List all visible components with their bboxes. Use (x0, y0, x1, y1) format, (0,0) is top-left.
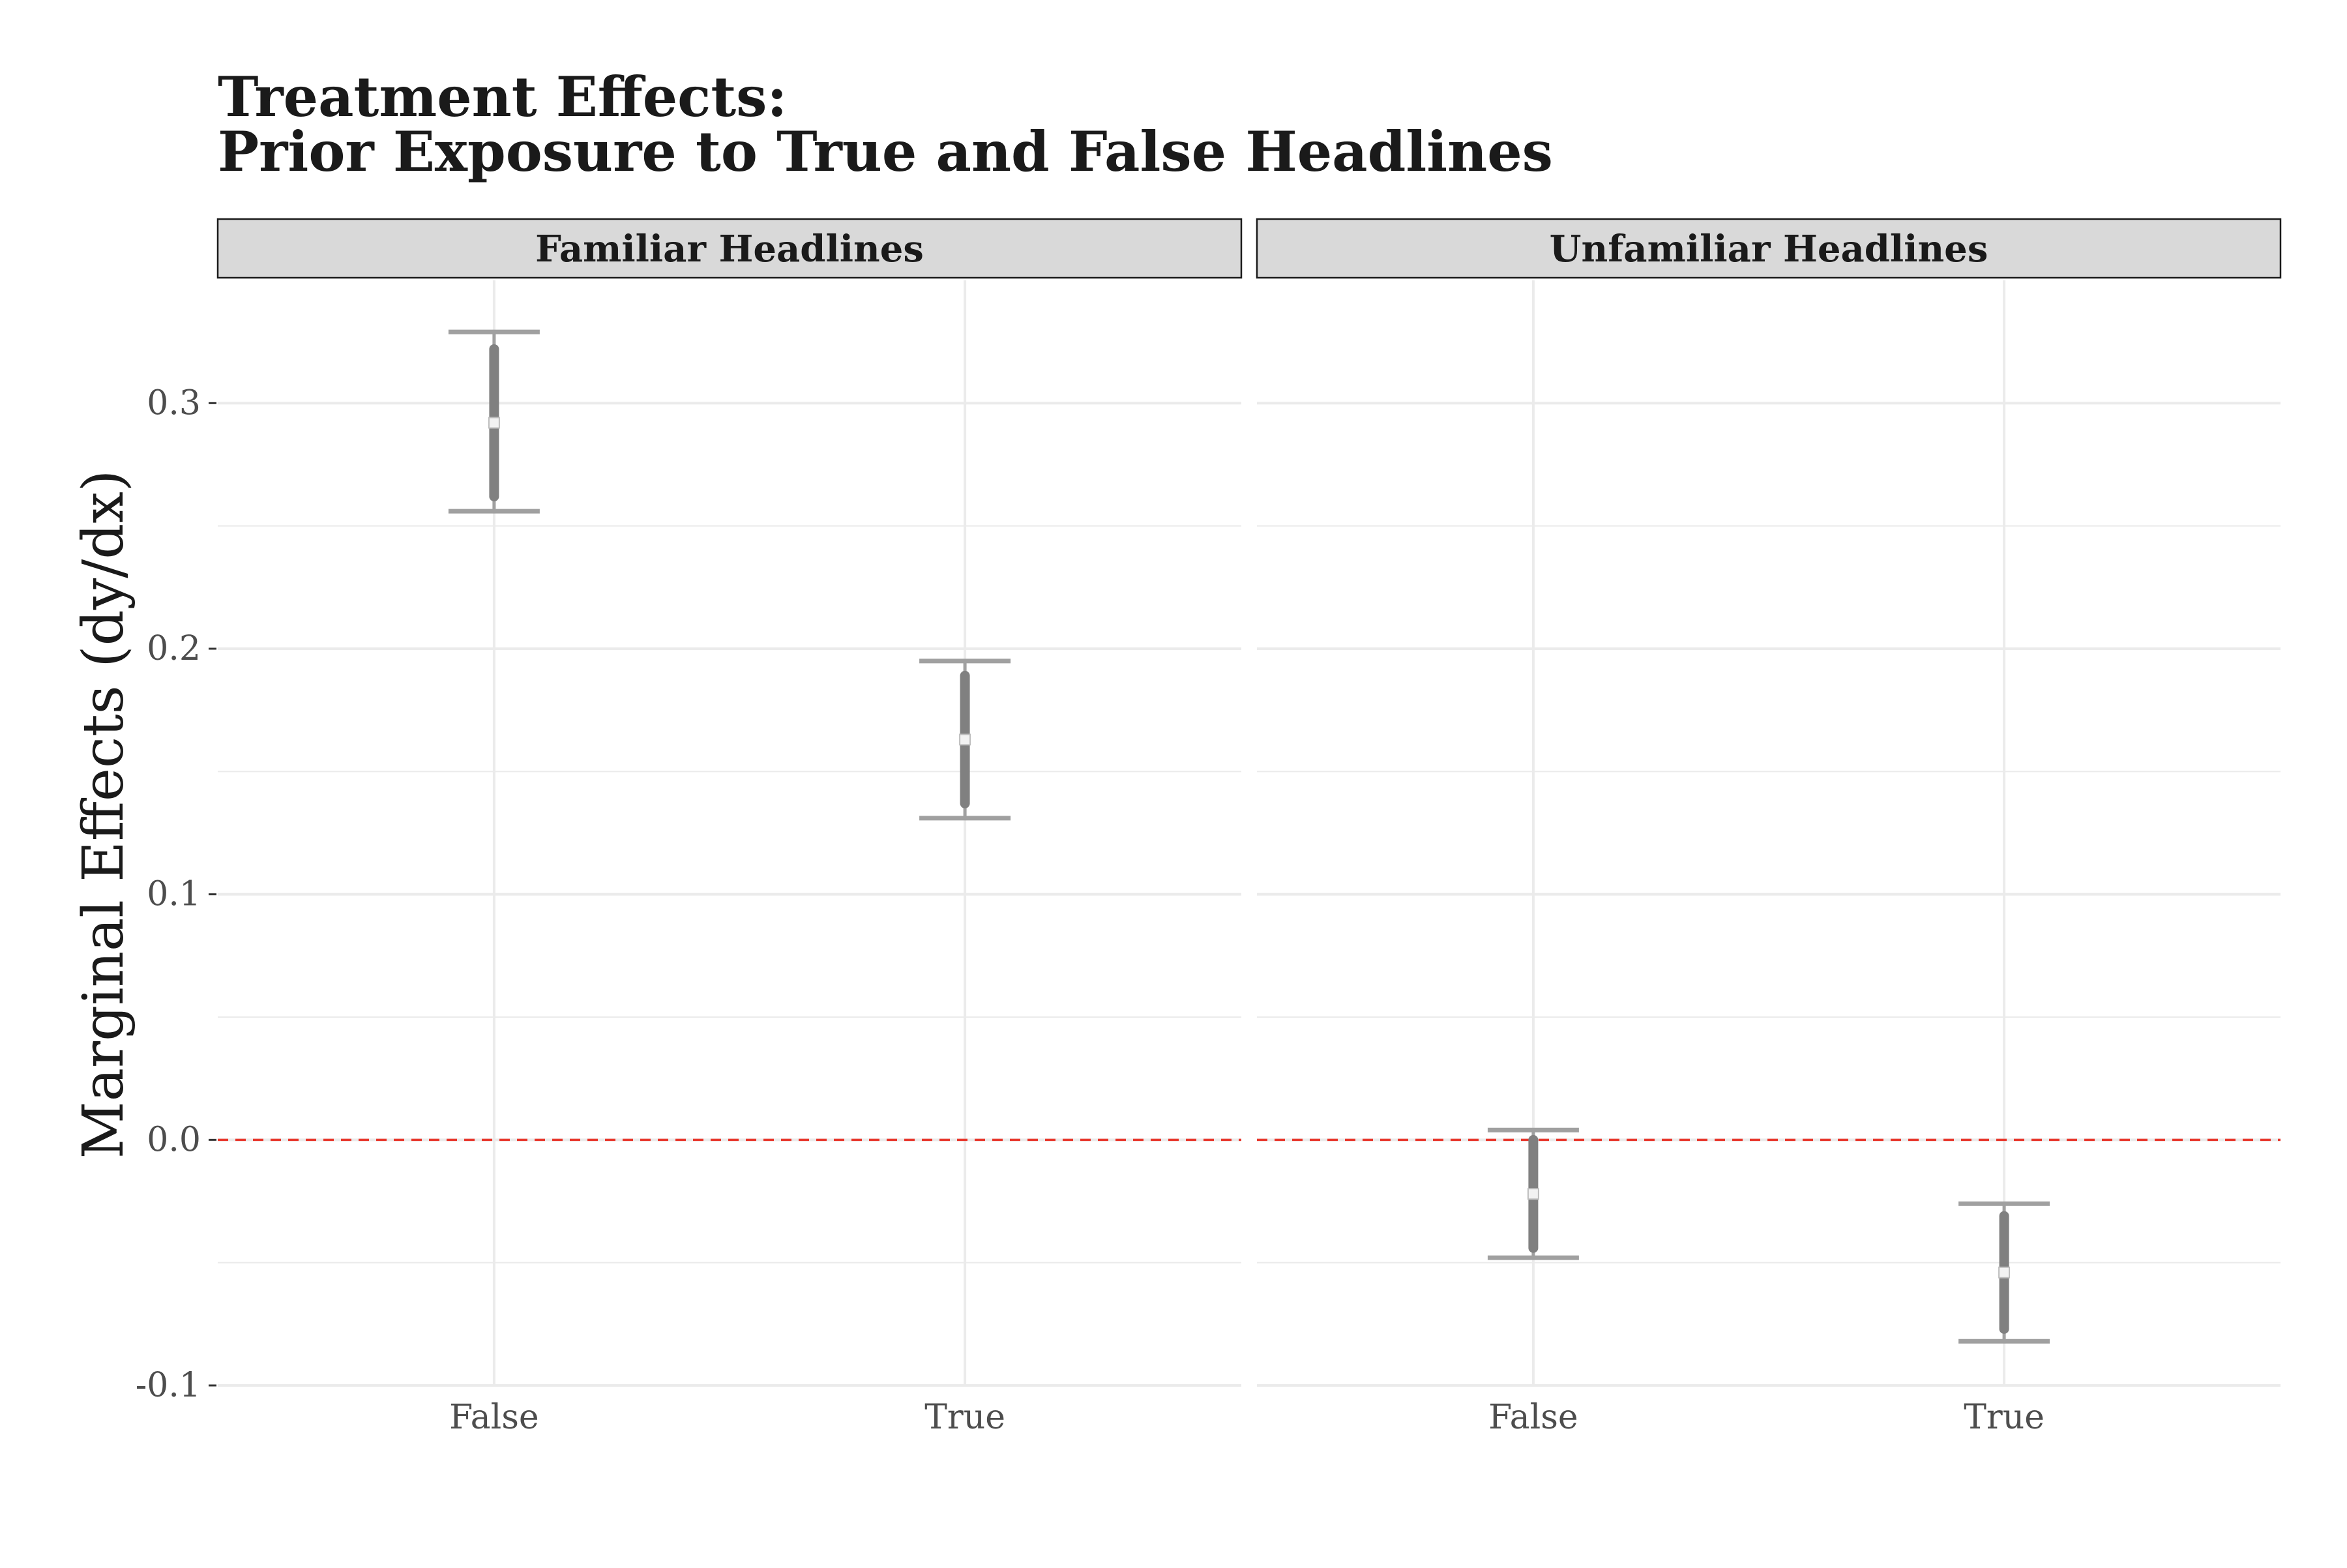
panel-strip (1256, 218, 2282, 279)
error-bar-point (448, 329, 540, 514)
y-tick-label: -0.1 (136, 1366, 201, 1405)
y-tick-label: 0.3 (147, 383, 201, 422)
y-axis-label: Marginal Effects (dy/dx) (71, 470, 136, 1159)
point-estimate (488, 417, 500, 429)
point-estimate (959, 733, 971, 746)
x-tick-label: False (1488, 1398, 1578, 1437)
panel-strip-label: Familiar Headlines (535, 228, 924, 271)
x-tick-label: True (924, 1398, 1005, 1437)
point-estimate (1998, 1266, 2011, 1279)
chart-title-line-2: Prior Exposure to True and False Headlin… (218, 119, 1553, 184)
panel-1: Familiar Headlines False True (216, 218, 1243, 1437)
x-tick-label: True (1964, 1398, 2044, 1437)
panel-strip-label: Unfamiliar Headlines (1550, 228, 1988, 271)
panel-2: Unfamiliar Headlines False True (1256, 218, 2282, 1437)
y-tick-label: 0.1 (147, 875, 201, 914)
y-tick-label: 0.2 (147, 629, 201, 668)
error-bar-point (1958, 1201, 2050, 1344)
error-bar-point (919, 658, 1011, 821)
x-tick-label: False (449, 1398, 539, 1437)
error-bar-point (1487, 1127, 1579, 1260)
y-tick-label: 0.0 (147, 1120, 201, 1159)
chart-title-line-1: Treatment Effects: (218, 65, 787, 129)
point-estimate (1527, 1188, 1539, 1200)
panel-strip (216, 218, 1243, 279)
